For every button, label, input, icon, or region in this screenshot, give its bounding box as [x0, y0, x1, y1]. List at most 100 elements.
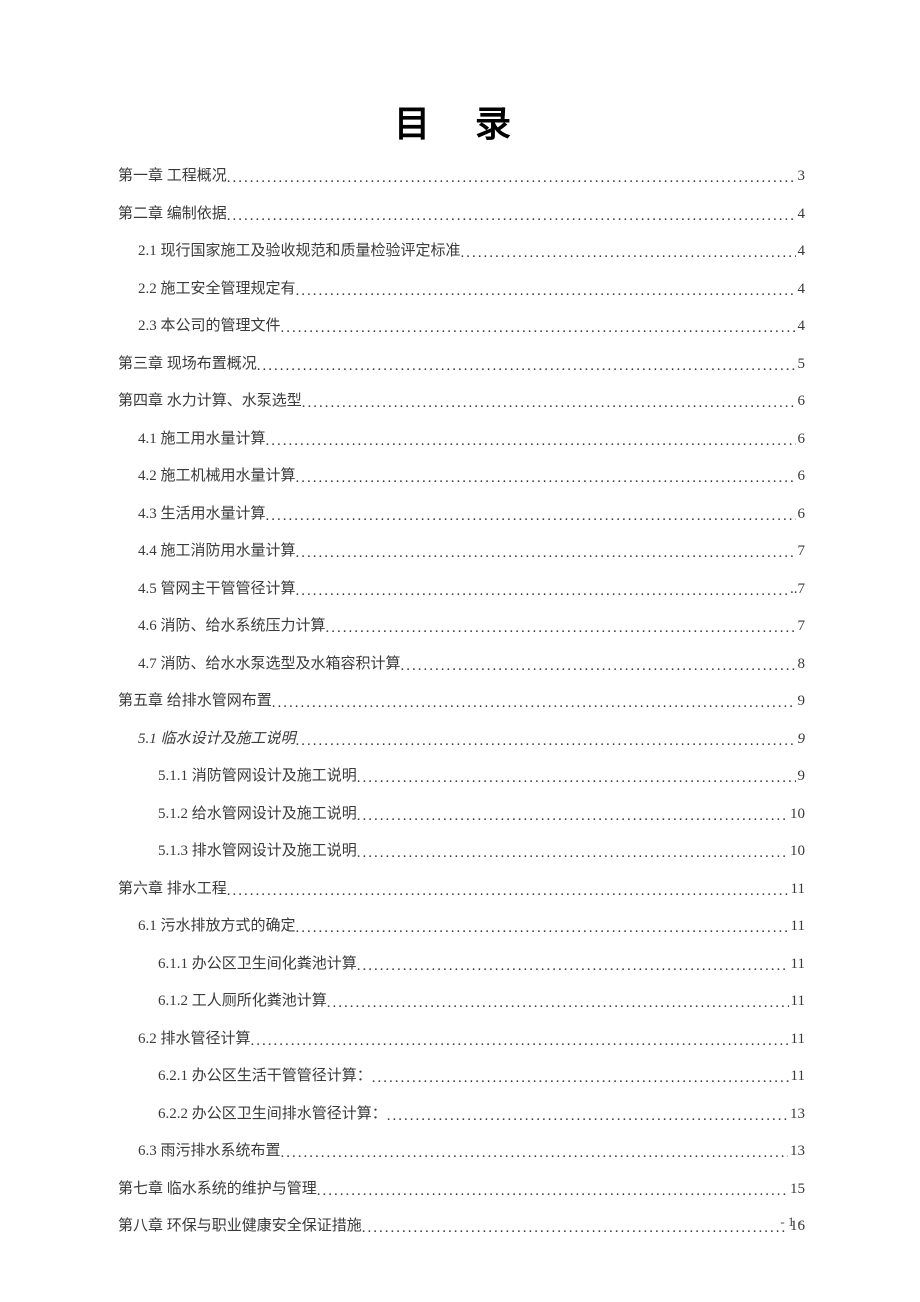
- toc-entry-page: 4: [796, 319, 806, 334]
- toc-entry-page: 4: [796, 207, 806, 222]
- toc-entry[interactable]: 4.6 消防、给水系统压力计算7: [118, 619, 805, 634]
- toc-entry-label: 6.2 排水管径计算: [138, 1032, 251, 1047]
- toc-leader-dots: [227, 884, 789, 899]
- toc-entry-label: 第六章 排水工程: [118, 882, 227, 897]
- toc-entry-page: 6: [796, 432, 806, 447]
- toc-leader-dots: [227, 209, 796, 224]
- toc-entry-page: 9: [796, 732, 806, 747]
- toc-entry[interactable]: 4.1 施工用水量计算6: [118, 432, 805, 447]
- toc-entry-page: 11: [789, 919, 805, 934]
- toc-entry[interactable]: 4.5 管网主干管管径计算..7: [118, 582, 805, 597]
- toc-entry[interactable]: 第四章 水力计算、水泵选型6: [118, 394, 805, 409]
- toc-entry[interactable]: 4.2 施工机械用水量计算6: [118, 469, 805, 484]
- toc-entry-label: 2.2 施工安全管理规定有: [138, 282, 296, 297]
- toc-entry-page: 15: [788, 1182, 805, 1197]
- toc-entry-label: 6.1.2 工人厕所化粪池计算: [158, 994, 327, 1009]
- toc-leader-dots: [372, 1071, 789, 1086]
- toc-entry-page: 3: [796, 169, 806, 184]
- toc-entry[interactable]: 6.1 污水排放方式的确定 11: [118, 919, 805, 934]
- toc-leader-dots: [266, 509, 796, 524]
- toc-entry[interactable]: 5.1.2 给水管网设计及施工说明 10: [118, 807, 805, 822]
- toc-leader-dots: [281, 1146, 788, 1161]
- toc-entry[interactable]: 第八章 环保与职业健康安全保证措施16: [118, 1219, 805, 1234]
- toc-leader-dots: [401, 659, 796, 674]
- toc-entry[interactable]: 第六章 排水工程 11: [118, 882, 805, 897]
- toc-leader-dots: [302, 396, 796, 411]
- toc-entry-page: 11: [789, 957, 805, 972]
- toc-entry-page: 9: [796, 769, 806, 784]
- toc-entry-label: 5.1.1 消防管网设计及施工说明: [158, 769, 357, 784]
- toc-leader-dots: [357, 809, 788, 824]
- toc-entry-page: 10: [788, 807, 805, 822]
- toc-entry-label: 6.2.2 办公区卫生间排水管径计算：: [158, 1107, 387, 1122]
- toc-entry[interactable]: 4.7 消防、给水水泵选型及水箱容积计算 8: [118, 657, 805, 672]
- toc-entry[interactable]: 6.2.2 办公区卫生间排水管径计算： 13: [118, 1107, 805, 1122]
- toc-entry-page: 8: [796, 657, 806, 672]
- toc-entry-page: 9: [796, 694, 806, 709]
- toc-leader-dots: [461, 246, 796, 261]
- toc-entry[interactable]: 4.4 施工消防用水量计算7: [118, 544, 805, 559]
- toc-title: 目 录: [118, 95, 805, 147]
- toc-leader-dots: [227, 171, 796, 186]
- toc-leader-dots: [257, 359, 796, 374]
- toc-entry-label: 4.6 消防、给水系统压力计算: [138, 619, 326, 634]
- toc-entry[interactable]: 5.1.1 消防管网设计及施工说明 9: [118, 769, 805, 784]
- toc-entry-page: 7: [796, 544, 806, 559]
- toc-entry-label: 6.3 雨污排水系统布置: [138, 1144, 281, 1159]
- toc-entry[interactable]: 第二章 编制依据 4: [118, 207, 805, 222]
- toc-entry-label: 6.1.1 办公区卫生间化粪池计算: [158, 957, 357, 972]
- toc-entry[interactable]: 第一章 工程概况 3: [118, 169, 805, 184]
- toc-entry-label: 2.3 本公司的管理文件: [138, 319, 281, 334]
- toc-entry[interactable]: 2.3 本公司的管理文件 4: [118, 319, 805, 334]
- toc-entry-page: 10: [788, 844, 805, 859]
- toc-entry[interactable]: 6.2.1 办公区生活干管管径计算： 11: [118, 1069, 805, 1084]
- toc-entry-page: 4: [796, 244, 806, 259]
- toc-entry-page: 11: [789, 882, 805, 897]
- toc-entry-label: 第一章 工程概况: [118, 169, 227, 184]
- toc-entry-page: 13: [788, 1107, 805, 1122]
- toc-entry-label: 2.1 现行国家施工及验收规范和质量检验评定标准: [138, 244, 461, 259]
- toc-entry[interactable]: 6.3 雨污排水系统布置13: [118, 1144, 805, 1159]
- toc-leader-dots: [296, 546, 796, 561]
- toc-leader-dots: [317, 1184, 788, 1199]
- toc-leader-dots: [296, 471, 796, 486]
- toc-entry-label: 4.2 施工机械用水量计算: [138, 469, 296, 484]
- toc-entry-label: 5.1.2 给水管网设计及施工说明: [158, 807, 357, 822]
- toc-leader-dots: [296, 921, 789, 936]
- toc-entry-label: 4.7 消防、给水水泵选型及水箱容积计算: [138, 657, 401, 672]
- toc-leader-dots: [296, 584, 788, 599]
- toc-entry[interactable]: 第五章 给排水管网布置9: [118, 694, 805, 709]
- toc-entry[interactable]: 6.1.2 工人厕所化粪池计算 11: [118, 994, 805, 1009]
- toc-entry[interactable]: 6.2 排水管径计算 11: [118, 1032, 805, 1047]
- toc-entry-page: 4: [796, 282, 806, 297]
- page-number-footer: - 1 -: [780, 1214, 802, 1230]
- toc-leader-dots: [326, 621, 796, 636]
- toc-leader-dots: [357, 771, 796, 786]
- toc-entry-label: 6.2.1 办公区生活干管管径计算：: [158, 1069, 372, 1084]
- toc-entry[interactable]: 第七章 临水系统的维护与管理15: [118, 1182, 805, 1197]
- toc-entry[interactable]: 2.2 施工安全管理规定有 4: [118, 282, 805, 297]
- toc-leader-dots: [327, 996, 789, 1011]
- toc-entry[interactable]: 5.1 临水设计及施工说明9: [118, 732, 805, 747]
- toc-entry-page: 6: [796, 394, 806, 409]
- toc-entry-label: 4.5 管网主干管管径计算: [138, 582, 296, 597]
- toc-entry-label: 6.1 污水排放方式的确定: [138, 919, 296, 934]
- toc-leader-dots: [272, 696, 796, 711]
- toc-entry-label: 第八章 环保与职业健康安全保证措施: [118, 1219, 362, 1234]
- toc-leader-dots: [387, 1109, 788, 1124]
- toc-entry[interactable]: 6.1.1 办公区卫生间化粪池计算 11: [118, 957, 805, 972]
- toc-entry-label: 4.3 生活用水量计算: [138, 507, 266, 522]
- toc-entry-label: 第二章 编制依据: [118, 207, 227, 222]
- toc-entry-page: 11: [789, 1032, 805, 1047]
- toc-entry-label: 第三章 现场布置概况: [118, 357, 257, 372]
- toc-entry-page: 11: [789, 994, 805, 1009]
- toc-entry[interactable]: 5.1.3 排水管网设计及施工说明10: [118, 844, 805, 859]
- toc-entry-page: 6: [796, 507, 806, 522]
- toc-entry[interactable]: 4.3 生活用水量计算 6: [118, 507, 805, 522]
- toc-leader-dots: [281, 321, 796, 336]
- toc-entry-page: 11: [789, 1069, 805, 1084]
- toc-entry[interactable]: 2.1 现行国家施工及验收规范和质量检验评定标准 4: [118, 244, 805, 259]
- toc-entry[interactable]: 第三章 现场布置概况5: [118, 357, 805, 372]
- toc-leader-dots: [296, 284, 796, 299]
- toc-leader-dots: [362, 1221, 788, 1236]
